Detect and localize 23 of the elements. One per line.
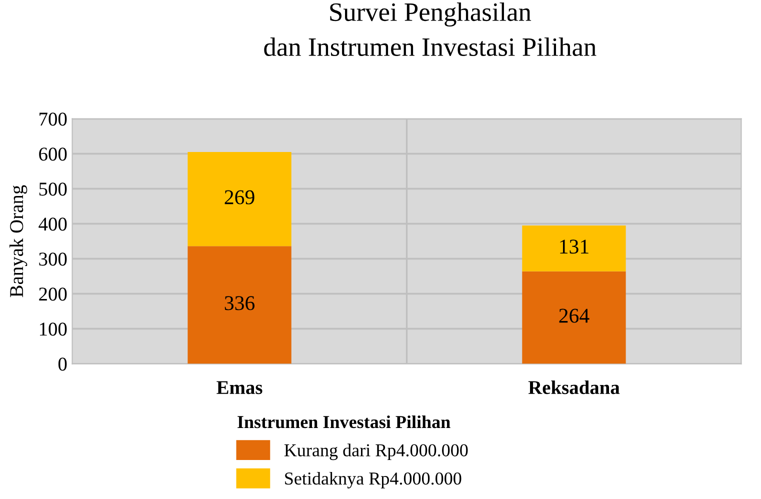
legend-title: Instrumen Investasi Pilihan bbox=[238, 415, 450, 428]
legend-label: Kurang dari Rp4.000.000 bbox=[284, 444, 468, 460]
y-tick-label: 700 bbox=[40, 112, 67, 126]
data-label: 264 bbox=[559, 308, 590, 323]
bar bbox=[188, 152, 292, 246]
x-tick-label: Reksadana bbox=[528, 380, 620, 394]
y-tick-label: 600 bbox=[39, 148, 67, 161]
data-label: 269 bbox=[224, 190, 254, 204]
y-tick-label: 500 bbox=[39, 182, 67, 196]
legend-label: Setidaknya Rp4.000.000 bbox=[285, 472, 462, 488]
x-tick-label: Emas bbox=[216, 381, 262, 394]
bar bbox=[188, 246, 292, 364]
y-axis-title: Banyak Orang bbox=[9, 185, 28, 298]
bar bbox=[522, 271, 626, 364]
y-tick-label: 0 bbox=[58, 358, 67, 371]
y-tick-label: 300 bbox=[39, 252, 67, 266]
y-tick-label: 200 bbox=[39, 288, 67, 301]
bar bbox=[522, 226, 626, 272]
chart-title: Survei Penghasilan dan Instrumen Investasi Pilihan bbox=[264, 2, 596, 56]
data-label: 131 bbox=[560, 240, 588, 254]
y-tick-label: 400 bbox=[38, 218, 67, 231]
y-tick-label: 100 bbox=[40, 322, 67, 336]
data-label: 336 bbox=[224, 296, 255, 310]
